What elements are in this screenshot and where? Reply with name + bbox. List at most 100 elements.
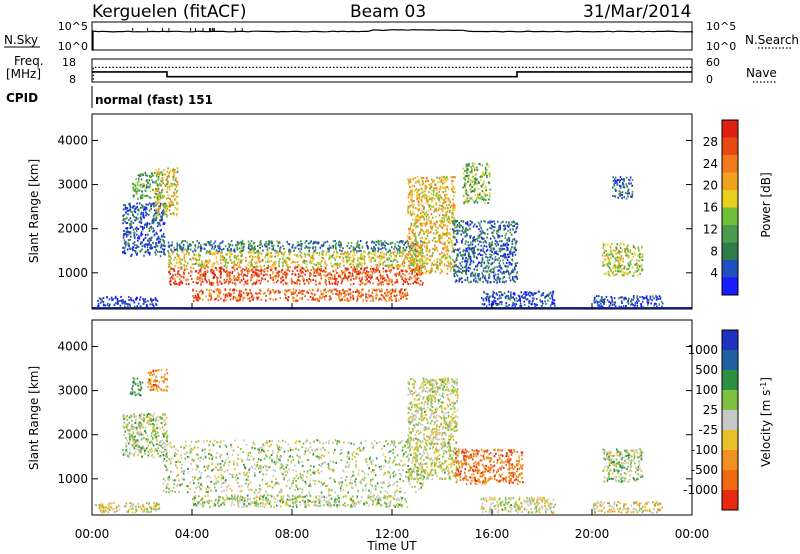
power-cell [641,253,644,256]
power-cell [454,230,456,232]
power-cell [169,279,172,282]
power-cell [144,206,147,209]
power-cell [505,262,508,264]
power-cell [471,162,474,165]
power-cell [545,295,548,298]
power-cell [158,205,160,208]
power-cell [352,274,354,277]
power-cell [389,297,392,300]
power-cell [344,299,346,301]
power-cell [439,262,441,265]
power-cell [180,267,183,270]
power-cell [125,243,127,246]
power-cell [363,251,365,254]
power-cell [480,249,482,252]
power-cell [484,172,487,175]
power-cell [466,164,469,167]
power-cell [480,262,482,264]
power-cell [332,270,334,273]
power-cell [208,289,210,292]
power-cell [225,259,227,262]
power-cell [531,303,533,306]
power-cell [431,205,433,208]
power-cell [485,298,488,301]
power-cell [210,297,213,300]
power-cell [321,245,324,248]
power-cell [294,261,297,264]
power-cell [134,227,137,230]
power-cell [447,196,450,199]
power-cell [402,246,405,249]
power-cell [496,298,499,301]
power-cell [133,305,136,308]
power-cell [467,244,470,247]
power-cell [311,259,314,262]
power-cell [135,207,137,210]
power-cell [299,291,302,294]
power-cell [254,256,257,258]
power-cell [466,175,468,177]
power-cell [293,249,295,252]
power-cell [454,236,456,239]
power-cell [480,241,482,244]
power-cell [276,240,278,243]
power-cell [217,283,219,286]
power-cell [180,262,183,265]
power-cell [174,188,177,191]
power-cell [422,262,425,265]
power-cell [289,250,292,253]
power-cell [377,283,379,285]
power-cell [489,237,492,240]
power-cell [480,254,482,256]
power-cell [331,282,334,285]
power-cell [420,222,423,225]
power-cell [620,256,623,259]
power-cell [272,246,275,249]
power-cell [157,242,160,244]
power-cell [330,274,333,276]
power-cell [330,290,332,293]
power-cell [328,254,331,257]
power-cell [430,182,433,185]
power-cell [429,248,431,251]
power-cell [467,229,469,231]
power-cell [177,254,180,257]
power-cell [122,251,124,253]
power-cell [145,305,148,308]
power-cell [469,261,472,264]
power-cell [219,274,222,277]
power-cell [359,279,362,282]
power-cell [155,216,158,219]
power-cell [229,274,231,277]
power-cell [505,304,508,307]
power-cell [477,235,479,238]
power-cell [164,185,167,187]
power-cell [494,242,497,245]
power-cell [449,233,452,236]
power-cell [508,304,510,306]
power-cell [412,178,414,181]
power-cell [385,278,387,281]
power-cell [141,206,144,209]
power-cell [452,269,455,272]
power-cell [412,228,414,231]
power-cell [430,184,433,187]
power-cell [446,218,448,221]
power-cell [129,238,131,241]
power-cell [464,279,466,282]
power-cell [459,254,462,257]
power-cell [507,253,509,256]
power-cell [483,197,486,200]
power-cell [467,241,469,244]
power-cell [508,253,511,256]
power-cell [528,300,530,303]
power-cell [443,175,445,178]
power-cell [140,213,142,216]
power-cell [445,257,448,259]
power-cell [438,204,441,207]
power-cell [338,297,341,300]
power-cell [482,196,484,199]
power-cell [168,209,171,211]
power-cell [158,173,161,176]
power-cell [186,248,189,251]
